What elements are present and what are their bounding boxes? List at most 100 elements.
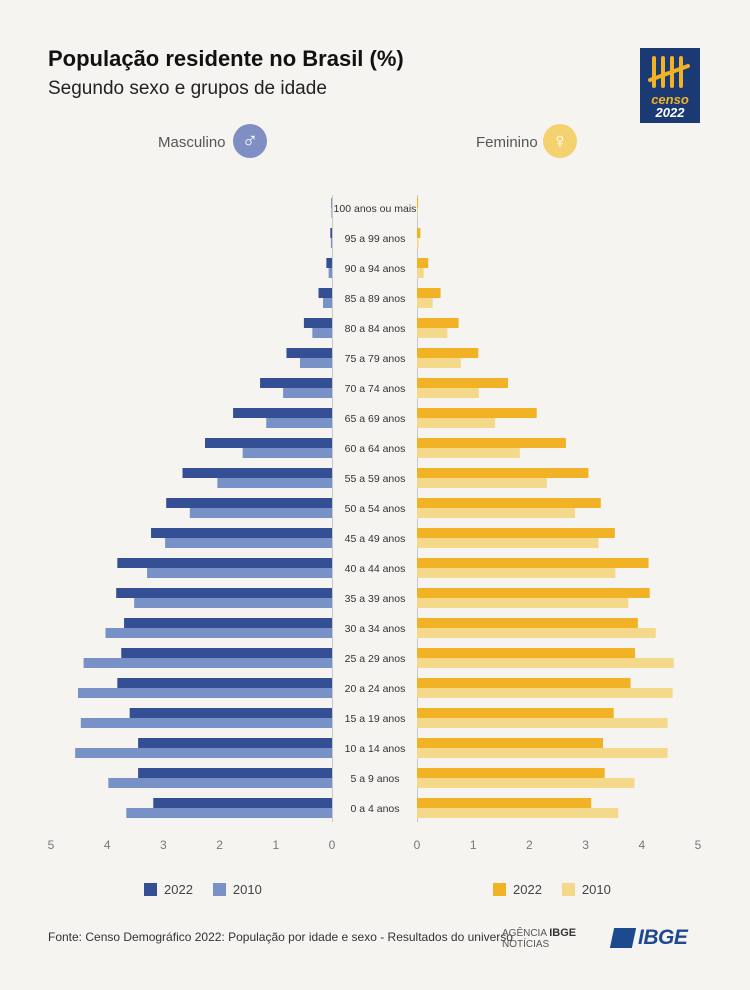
bar-male-2010 xyxy=(189,508,332,518)
bar-female-2022 xyxy=(417,408,537,418)
bar-female-2022 xyxy=(417,768,605,778)
bar-female-2010 xyxy=(417,718,668,728)
ibge-flag-icon xyxy=(609,928,637,948)
female-label: Feminino xyxy=(476,134,538,151)
bar-female-2022 xyxy=(417,708,614,718)
x-tick-label-female: 4 xyxy=(638,838,645,852)
bar-female-2010 xyxy=(417,448,520,458)
bar-male-2022 xyxy=(326,258,332,268)
chart-subtitle: Segundo sexo e grupos de idade xyxy=(48,78,327,99)
age-group-label: 45 a 49 anos xyxy=(345,533,406,545)
bar-female-2022 xyxy=(417,348,479,358)
bar-female-2022 xyxy=(417,378,509,388)
bar-male-2022 xyxy=(153,798,332,808)
bar-female-2022 xyxy=(417,468,589,478)
age-group-label: 55 a 59 anos xyxy=(345,473,406,485)
bar-male-2022 xyxy=(138,768,332,778)
bar-female-2022 xyxy=(417,438,566,448)
bar-male-2010 xyxy=(126,808,332,818)
age-group-label: 50 a 54 anos xyxy=(345,503,406,515)
bar-male-2022 xyxy=(117,558,332,568)
bar-male-2022 xyxy=(260,378,332,388)
x-tick-label-female: 1 xyxy=(470,838,477,852)
logo-year-text: 2022 xyxy=(655,105,685,120)
bar-female-2010 xyxy=(417,208,418,218)
age-group-label: 10 a 14 anos xyxy=(345,743,406,755)
bar-female-2022 xyxy=(417,558,649,568)
age-group-label: 40 a 44 anos xyxy=(345,563,406,575)
bar-female-2010 xyxy=(417,658,674,668)
x-tick-label-female: 5 xyxy=(695,838,702,852)
age-group-label: 95 a 99 anos xyxy=(345,233,406,245)
x-tick-label-male: 3 xyxy=(160,838,167,852)
bar-male-2010 xyxy=(283,388,332,398)
bar-male-2022 xyxy=(331,198,332,208)
source-note: Fonte: Censo Demográfico 2022: População… xyxy=(48,930,513,944)
bar-male-2010 xyxy=(77,688,332,698)
bar-male-2010 xyxy=(312,328,332,338)
bar-female-2022 xyxy=(417,738,604,748)
age-group-label: 65 a 69 anos xyxy=(345,413,406,425)
legend-male: 2022 2010 xyxy=(144,882,282,897)
bar-male-2010 xyxy=(299,358,332,368)
age-group-label: 85 a 89 anos xyxy=(345,293,406,305)
chart-title: População residente no Brasil (%) xyxy=(48,46,404,71)
logo-censo-text: censo xyxy=(651,92,689,107)
bar-male-2010 xyxy=(83,658,332,668)
tally-marks-icon xyxy=(648,56,690,88)
age-group-label: 25 a 29 anos xyxy=(345,653,406,665)
bar-male-2010 xyxy=(75,748,332,758)
legend-item-male-2010: 2010 xyxy=(212,882,262,897)
bar-female-2022 xyxy=(417,198,419,208)
bar-male-2022 xyxy=(124,618,332,628)
male-symbol-icon: ♂ xyxy=(233,124,267,158)
ibge-logo: IBGE xyxy=(609,926,688,950)
bar-female-2022 xyxy=(417,318,459,328)
bar-female-2010 xyxy=(417,598,629,608)
bar-female-2022 xyxy=(417,798,592,808)
age-group-label: 60 a 64 anos xyxy=(345,443,406,455)
bar-male-2022 xyxy=(286,348,332,358)
bar-male-2022 xyxy=(303,318,332,328)
male-label: Masculino xyxy=(158,134,226,151)
censo-2022-logo: censo 2022 xyxy=(640,48,700,123)
bar-female-2022 xyxy=(417,498,601,508)
bar-female-2022 xyxy=(417,228,421,238)
bar-female-2022 xyxy=(417,528,615,538)
bar-male-2022 xyxy=(166,498,332,508)
bar-female-2010 xyxy=(417,538,599,548)
age-group-label: 15 a 19 anos xyxy=(345,713,406,725)
bar-female-2010 xyxy=(417,778,635,788)
legend-item-male-2022: 2022 xyxy=(144,882,193,897)
bar-female-2010 xyxy=(417,568,616,578)
age-group-label: 75 a 79 anos xyxy=(345,353,406,365)
bar-female-2022 xyxy=(417,588,650,598)
female-symbol-icon: ♀ xyxy=(543,124,577,158)
age-group-label: 30 a 34 anos xyxy=(345,623,406,635)
x-tick-label-female: 2 xyxy=(526,838,533,852)
bar-female-2010 xyxy=(417,748,668,758)
bar-female-2010 xyxy=(417,628,656,638)
bar-male-2022 xyxy=(117,678,332,688)
bar-female-2010 xyxy=(417,418,496,428)
age-group-label: 90 a 94 anos xyxy=(345,263,406,275)
bar-male-2022 xyxy=(330,228,332,238)
bar-male-2010 xyxy=(323,298,332,308)
bar-female-2010 xyxy=(417,508,575,518)
x-tick-label-male: 0 xyxy=(329,838,336,852)
bar-female-2010 xyxy=(417,358,461,368)
age-group-label: 100 anos ou mais xyxy=(334,203,417,215)
x-tick-label-female: 0 xyxy=(414,838,421,852)
population-pyramid-chart: 100 anos ou mais 95 a 99 anos 90 a 94 anos… xyxy=(48,195,702,852)
bar-male-2022 xyxy=(121,648,332,658)
x-tick-label-male: 5 xyxy=(48,838,55,852)
x-tick-label-male: 1 xyxy=(272,838,279,852)
age-group-label: 80 a 84 anos xyxy=(345,323,406,335)
bar-female-2010 xyxy=(417,688,673,698)
age-group-label: 20 a 24 anos xyxy=(345,683,406,695)
bar-female-2022 xyxy=(417,648,636,658)
bar-female-2022 xyxy=(417,258,429,268)
legend-item-female-2022: 2022 xyxy=(493,882,542,897)
age-group-label: 35 a 39 anos xyxy=(345,593,406,605)
bar-female-2010 xyxy=(417,298,433,308)
